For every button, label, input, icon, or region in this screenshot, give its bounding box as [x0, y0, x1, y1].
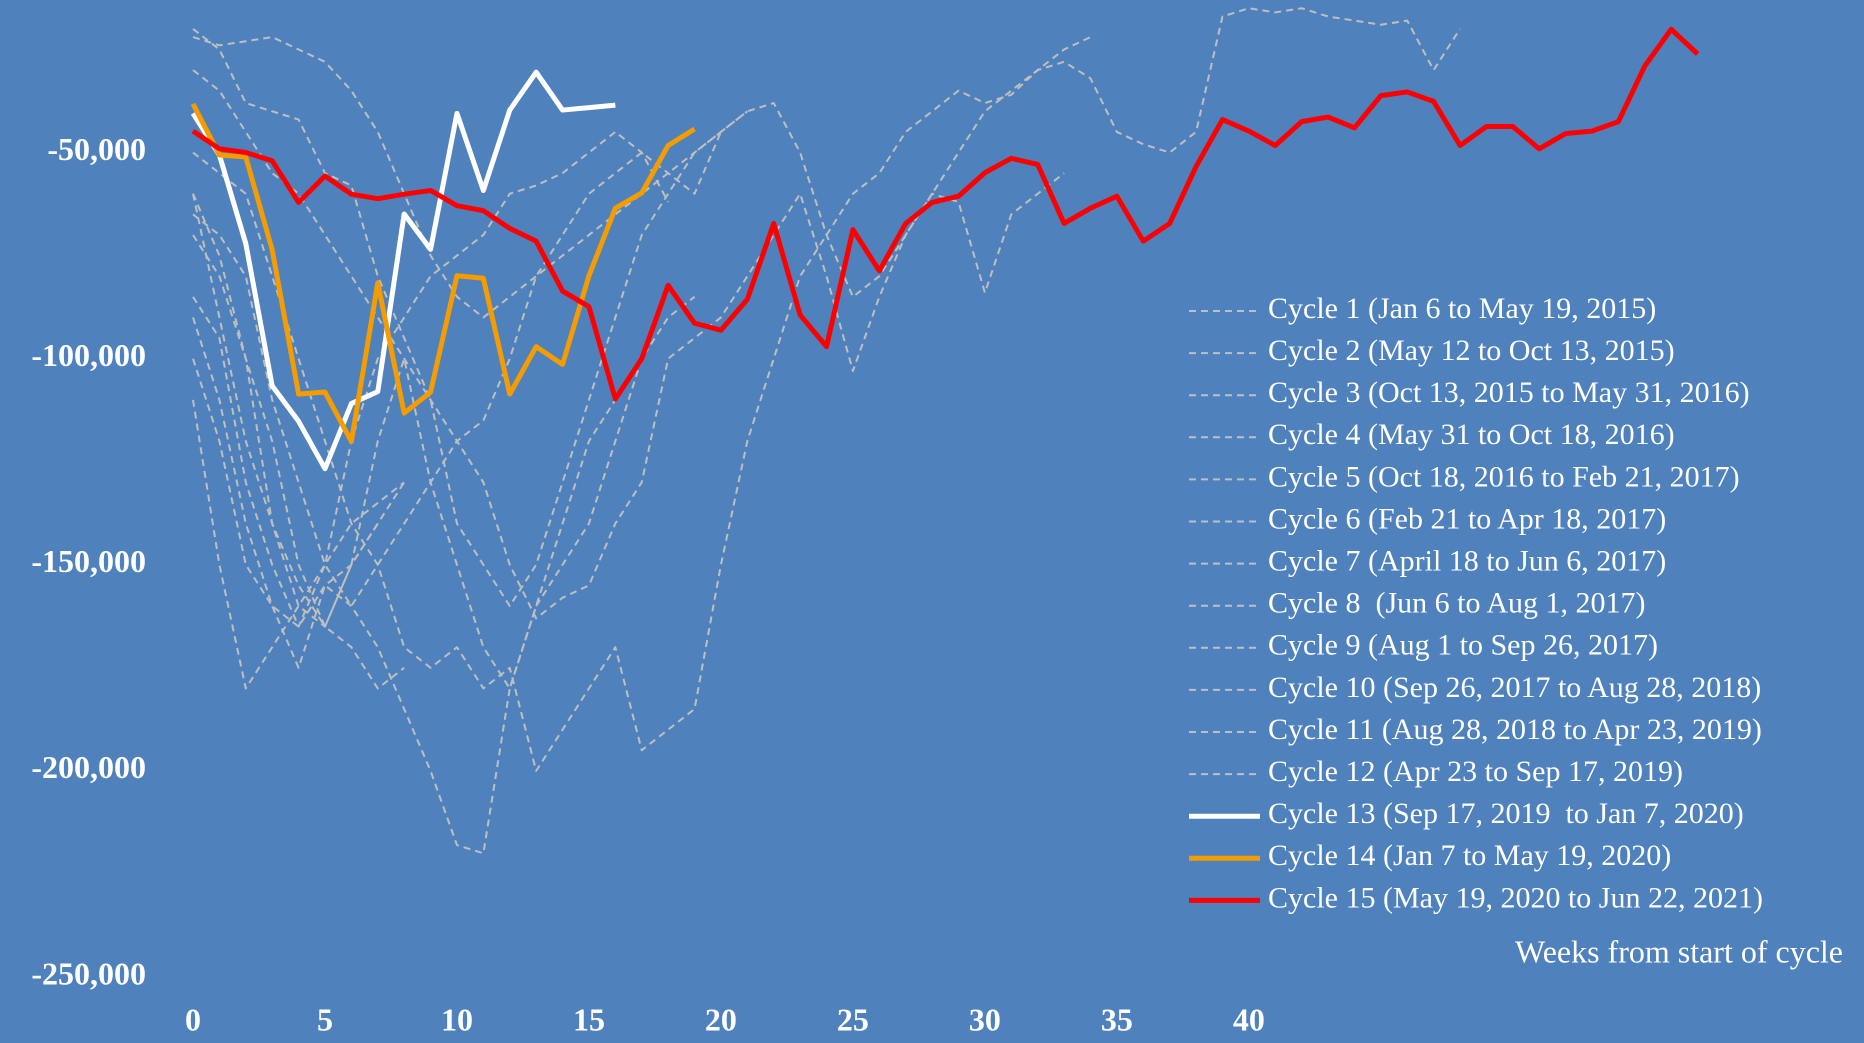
- x-tick-label: 25: [837, 1001, 869, 1037]
- series-line: [190, 102, 696, 445]
- legend-label: Cycle 4 (May 31 to Oct 18, 2016): [1268, 418, 1675, 451]
- legend-label: Cycle 7 (April 18 to Jun 6, 2017): [1268, 544, 1666, 577]
- series-line: [192, 69, 722, 443]
- legend-label: Cycle 9 (Aug 1 to Sep 26, 2017): [1268, 629, 1658, 662]
- x-tick-label: 15: [573, 1001, 605, 1037]
- legend-label: Cycle 2 (May 12 to Oct 13, 2015): [1268, 334, 1675, 367]
- series-line: [192, 36, 1091, 319]
- series-line: [192, 130, 670, 628]
- series-line: [192, 317, 643, 855]
- y-tick-label: -250,000: [31, 955, 146, 991]
- series-line: [192, 7, 1461, 772]
- legend-label: Cycle 5 (Oct 18, 2016 to Feb 21, 2017): [1268, 460, 1740, 493]
- legend-label: Cycle 11 (Aug 28, 2018 to Apr 23, 2019): [1268, 713, 1762, 746]
- x-axis-label: Weeks from start of cycle: [1515, 933, 1843, 969]
- legend-label: Cycle 13 (Sep 17, 2019 to Jan 7, 2020): [1268, 797, 1744, 830]
- legend-label: Cycle 15 (May 19, 2020 to Jun 22, 2021): [1268, 881, 1763, 914]
- legend-label: Cycle 8 (Jun 6 to Aug 1, 2017): [1268, 587, 1645, 620]
- x-tick-label: 0: [185, 1001, 201, 1037]
- series-line: [192, 193, 696, 690]
- y-tick-label: -200,000: [31, 749, 146, 785]
- legend-label: Cycle 12 (Apr 23 to Sep 17, 2019): [1268, 755, 1683, 788]
- x-tick-label: 10: [441, 1001, 473, 1037]
- y-tick-label: -100,000: [31, 337, 146, 373]
- x-tick-label: 5: [317, 1001, 333, 1037]
- series-line: [192, 193, 379, 628]
- x-tick-label: 35: [1101, 1001, 1133, 1037]
- series-line: [192, 234, 405, 690]
- series-line: [192, 28, 748, 607]
- y-tick-label: -150,000: [31, 543, 146, 579]
- x-tick-label: 30: [969, 1001, 1001, 1037]
- legend-label: Cycle 6 (Feb 21 to Apr 18, 2017): [1268, 502, 1666, 535]
- series-line: [190, 69, 616, 472]
- legend-label: Cycle 1 (Jan 6 to May 19, 2015): [1268, 292, 1656, 325]
- legend-label: Cycle 10 (Sep 26, 2017 to Aug 28, 2018): [1268, 671, 1761, 704]
- series-line: [192, 399, 405, 690]
- x-tick-label: 20: [705, 1001, 737, 1037]
- series-line: [192, 358, 406, 628]
- series-line: [191, 26, 1700, 402]
- y-tick-label: -50,000: [47, 131, 146, 167]
- legend-label: Cycle 14 (Jan 7 to May 19, 2020): [1268, 839, 1671, 872]
- legend-label: Cycle 3 (Oct 13, 2015 to May 31, 2016): [1268, 376, 1750, 409]
- x-tick-label: 40: [1233, 1001, 1265, 1037]
